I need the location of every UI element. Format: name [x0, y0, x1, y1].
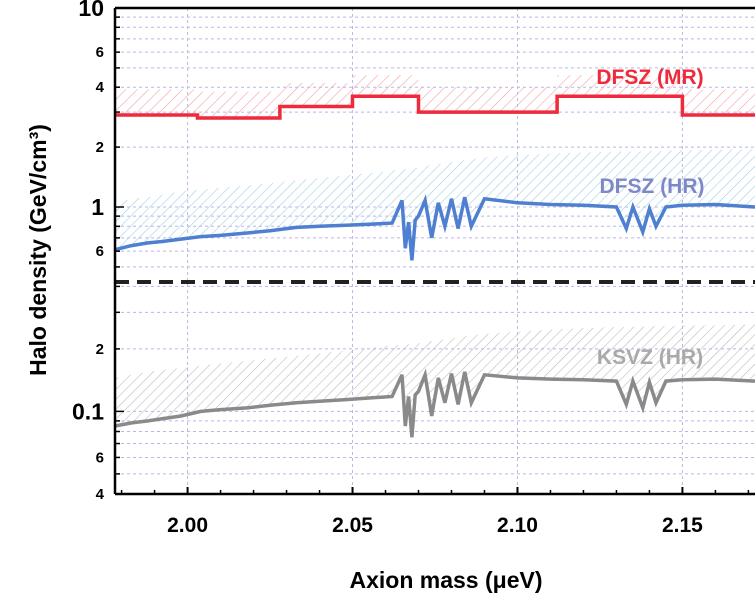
- y-tick-label: 10: [78, 0, 104, 21]
- dfsz-hr-label: DFSZ (HR): [600, 175, 705, 198]
- dfsz-hr-line: [115, 194, 755, 261]
- uncertainty-bands: [115, 75, 755, 438]
- dfsz-mr-band: [115, 75, 755, 118]
- x-axis-title: Axion mass (μeV): [349, 567, 542, 593]
- x-tick-label: 2.00: [167, 514, 208, 537]
- ksvz-hr-band: [115, 324, 755, 438]
- x-tick-label: 2.10: [497, 514, 538, 537]
- x-tick-label: 2.15: [662, 514, 703, 537]
- ksvz-hr-label: KSVZ (HR): [597, 346, 703, 369]
- dfsz-mr-line: [115, 94, 755, 120]
- y-tick-label: 6: [96, 44, 104, 61]
- y-tick-label: 0.1: [72, 398, 104, 424]
- dfsz-mr-label: DFSZ (MR): [596, 66, 703, 89]
- y-tick-label: 2: [96, 341, 104, 358]
- y-tick-label: 1: [91, 194, 104, 220]
- y-tick-label: 2: [96, 139, 104, 156]
- y-axis-title: Halo density (GeV/cm³): [25, 124, 51, 376]
- y-tick-label: 6: [96, 243, 104, 260]
- y-tick-label: 4: [96, 486, 105, 503]
- dfsz-hr-band: [115, 149, 755, 261]
- axis-ticks: 2.00 2.05 2.10 2.15 10 6 4 2 1 6 2 0.1 6 4: [72, 0, 750, 537]
- ksvz-hr-line: [115, 368, 755, 438]
- series-lines: [115, 94, 755, 438]
- x-tick-label: 2.05: [332, 514, 373, 537]
- y-tick-label: 4: [96, 79, 105, 96]
- y-tick-label: 6: [96, 449, 104, 466]
- series-labels: DFSZ (MR) DFSZ (HR) KSVZ (HR): [596, 66, 704, 369]
